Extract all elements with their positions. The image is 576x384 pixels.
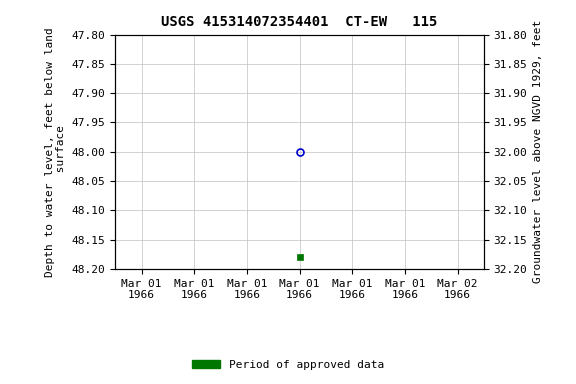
Title: USGS 415314072354401  CT-EW   115: USGS 415314072354401 CT-EW 115 [161,15,438,29]
Legend: Period of approved data: Period of approved data [188,356,388,375]
Y-axis label: Depth to water level, feet below land
 surface: Depth to water level, feet below land su… [44,27,66,276]
Y-axis label: Groundwater level above NGVD 1929, feet: Groundwater level above NGVD 1929, feet [533,20,543,283]
